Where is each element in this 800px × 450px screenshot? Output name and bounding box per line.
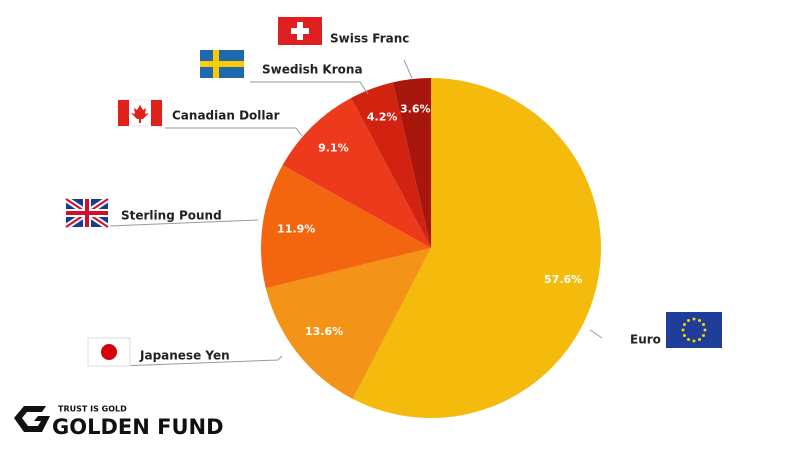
star — [698, 338, 701, 342]
pie-slice — [392, 78, 431, 248]
category-label: Japanese Yen — [139, 349, 230, 363]
pie-slice — [352, 78, 602, 418]
leader-line — [109, 219, 259, 227]
flag-uk — [64, 196, 110, 230]
value-label: 13.6% — [305, 325, 343, 338]
flag-sweden — [200, 50, 244, 78]
value-label: 9.1% — [318, 142, 349, 155]
pie-slice — [265, 248, 431, 399]
value-label: 57.6% — [544, 273, 582, 286]
category-label: Swiss Franc — [330, 32, 409, 46]
logo: TRUST IS GOLD GOLDEN FUND — [14, 405, 224, 439]
star — [703, 328, 707, 332]
leader-lines — [109, 59, 603, 367]
pie-slice — [260, 165, 431, 289]
flag-japan — [87, 337, 131, 367]
star — [687, 318, 690, 322]
category-label: Swedish Krona — [262, 63, 363, 77]
category-label: Sterling Pound — [121, 209, 222, 223]
flag-euro — [666, 312, 722, 348]
flag-canada — [117, 99, 163, 127]
value-label: 4.2% — [367, 110, 398, 123]
star — [692, 317, 696, 321]
star — [692, 339, 696, 343]
star — [702, 334, 706, 337]
leader-line — [119, 355, 283, 367]
star — [682, 323, 686, 326]
logo-tagline: TRUST IS GOLD — [58, 405, 127, 414]
star — [681, 328, 685, 332]
star — [682, 334, 686, 337]
star — [687, 338, 690, 342]
leader-line — [403, 59, 413, 79]
leader-line — [250, 81, 369, 95]
value-label: 11.9% — [277, 223, 315, 236]
logo-name: GOLDEN FUND — [52, 415, 224, 439]
flag-switzerland — [278, 17, 322, 45]
star — [702, 323, 706, 326]
leader-line — [589, 329, 603, 339]
leader-line — [165, 127, 303, 137]
pie-slice — [282, 98, 431, 248]
pie — [260, 78, 602, 418]
star — [698, 318, 701, 322]
category-label: Canadian Dollar — [172, 109, 280, 123]
value-label: 3.6% — [400, 102, 431, 115]
pie-slice — [350, 82, 431, 248]
category-label: Euro — [630, 333, 661, 347]
